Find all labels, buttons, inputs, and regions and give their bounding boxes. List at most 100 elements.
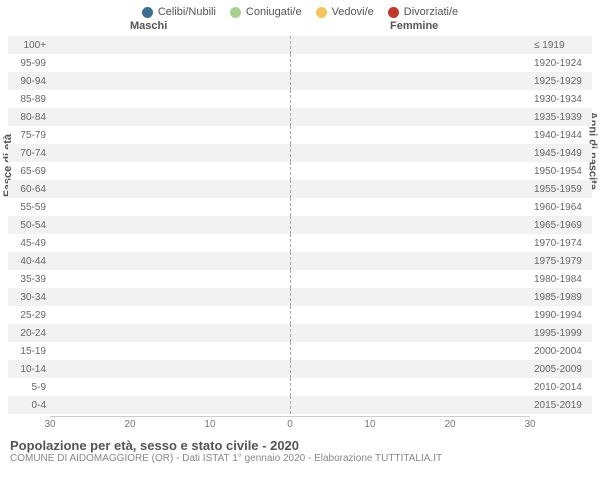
row-plot <box>50 90 530 108</box>
center-line <box>290 270 291 288</box>
row-plot <box>50 324 530 342</box>
row-plot <box>50 270 530 288</box>
center-line <box>290 378 291 396</box>
center-line <box>290 324 291 342</box>
pyramid-row: 100+ ≤ 1919 <box>8 36 592 54</box>
row-plot <box>50 396 530 414</box>
legend-swatch <box>142 7 153 18</box>
center-line <box>290 72 291 90</box>
birth-label: 2010-2014 <box>530 382 592 393</box>
row-plot <box>50 252 530 270</box>
legend-item: Celibi/Nubili <box>142 6 216 18</box>
age-label: 100+ <box>8 40 50 51</box>
age-label: 55-59 <box>8 202 50 213</box>
row-plot <box>50 306 530 324</box>
gender-headers: Maschi Femmine <box>0 20 600 36</box>
row-plot <box>50 72 530 90</box>
legend-swatch <box>230 7 241 18</box>
pyramid-row: 50-541965-1969 <box>8 216 592 234</box>
age-label: 45-49 <box>8 238 50 249</box>
row-plot <box>50 378 530 396</box>
age-label: 15-19 <box>8 346 50 357</box>
row-plot <box>50 180 530 198</box>
legend-label: Vedovi/e <box>332 6 374 18</box>
birth-label: 1920-1924 <box>530 58 592 69</box>
center-line <box>290 306 291 324</box>
pyramid-row: 95-991920-1924 <box>8 54 592 72</box>
center-line <box>290 54 291 72</box>
pyramid-row: 30-34 1985-1989 <box>8 288 592 306</box>
age-label: 75-79 <box>8 130 50 141</box>
row-plot <box>50 54 530 72</box>
row-plot <box>50 288 530 306</box>
age-label: 10-14 <box>8 364 50 375</box>
age-label: 65-69 <box>8 166 50 177</box>
age-label: 35-39 <box>8 274 50 285</box>
header-male: Maschi <box>130 20 167 32</box>
center-line <box>290 108 291 126</box>
center-line <box>290 36 291 54</box>
x-tick: 30 <box>524 419 535 430</box>
x-tick: 20 <box>124 419 135 430</box>
center-line <box>290 90 291 108</box>
center-line <box>290 144 291 162</box>
age-label: 30-34 <box>8 292 50 303</box>
x-tick: 30 <box>44 419 55 430</box>
pyramid-row: 5-9 2010-2014 <box>8 378 592 396</box>
row-plot <box>50 108 530 126</box>
birth-label: 1980-1984 <box>530 274 592 285</box>
birth-label: 1995-1999 <box>530 328 592 339</box>
row-plot <box>50 234 530 252</box>
center-line <box>290 198 291 216</box>
center-line <box>290 342 291 360</box>
x-tick: 10 <box>364 419 375 430</box>
pyramid-row: 35-39 1980-1984 <box>8 270 592 288</box>
birth-label: ≤ 1919 <box>530 40 592 51</box>
center-line <box>290 126 291 144</box>
legend-label: Celibi/Nubili <box>158 6 216 18</box>
center-line <box>290 216 291 234</box>
x-tick: 10 <box>204 419 215 430</box>
legend-item: Coniugati/e <box>230 6 302 18</box>
birth-label: 2005-2009 <box>530 364 592 375</box>
birth-label: 1960-1964 <box>530 202 592 213</box>
legend-swatch <box>316 7 327 18</box>
chart-area: Fasce di età Anni di nascita 100+≤ 19199… <box>8 36 592 414</box>
pyramid-row: 45-491970-1974 <box>8 234 592 252</box>
x-axis-plot: 3020100102030 <box>50 416 530 432</box>
pyramid-row: 40-441975-1979 <box>8 252 592 270</box>
center-line <box>290 234 291 252</box>
x-tick: 20 <box>444 419 455 430</box>
birth-label: 2000-2004 <box>530 346 592 357</box>
pyramid-row: 15-19 2000-2004 <box>8 342 592 360</box>
birth-label: 1930-1934 <box>530 94 592 105</box>
pyramid-row: 10-14 2005-2009 <box>8 360 592 378</box>
birth-label: 1985-1989 <box>530 292 592 303</box>
row-plot <box>50 144 530 162</box>
age-label: 90-94 <box>8 76 50 87</box>
legend-label: Coniugati/e <box>246 6 302 18</box>
center-line <box>290 360 291 378</box>
age-label: 5-9 <box>8 382 50 393</box>
birth-label: 1990-1994 <box>530 310 592 321</box>
row-plot <box>50 162 530 180</box>
row-plot <box>50 198 530 216</box>
row-plot <box>50 342 530 360</box>
legend-label: Divorziati/e <box>404 6 458 18</box>
pyramid-row: 0-42015-2019 <box>8 396 592 414</box>
age-label: 40-44 <box>8 256 50 267</box>
birth-label: 1925-1929 <box>530 76 592 87</box>
birth-label: 1955-1959 <box>530 184 592 195</box>
age-label: 25-29 <box>8 310 50 321</box>
pyramid-row: 25-29 1990-1994 <box>8 306 592 324</box>
legend-item: Vedovi/e <box>316 6 374 18</box>
birth-label: 1935-1939 <box>530 112 592 123</box>
pyramid-row: 60-641955-1959 <box>8 180 592 198</box>
row-plot <box>50 360 530 378</box>
birth-label: 2015-2019 <box>530 400 592 411</box>
chart-title: Popolazione per età, sesso e stato civil… <box>10 438 590 453</box>
row-plot <box>50 36 530 54</box>
x-axis: 3020100102030 <box>8 416 592 432</box>
row-plot <box>50 216 530 234</box>
pyramid-row: 80-841935-1939 <box>8 108 592 126</box>
